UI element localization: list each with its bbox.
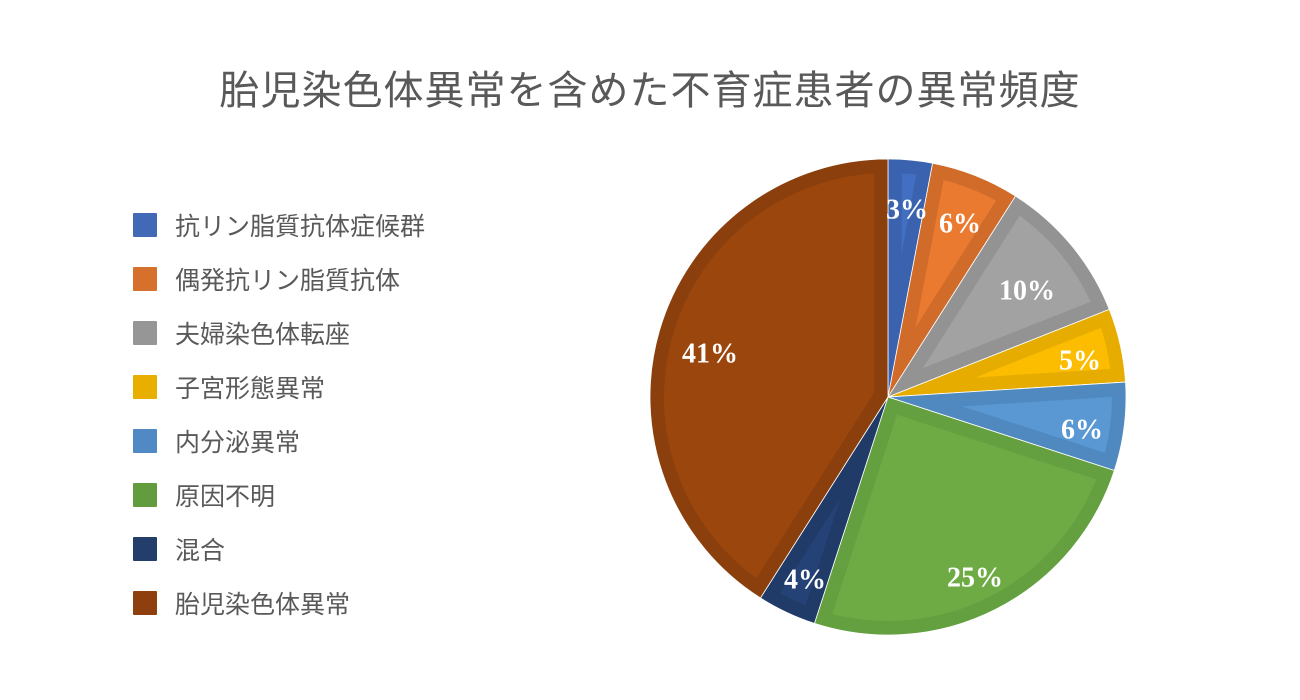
legend-label: 内分泌異常 <box>175 428 301 457</box>
legend-swatch <box>133 321 157 345</box>
legend-item: 混合 <box>133 522 425 576</box>
legend-label: 原因不明 <box>175 482 276 511</box>
pie-slice-fill <box>962 396 1112 453</box>
pie-slices <box>649 158 1127 636</box>
chart-legend: 抗リン脂質抗体症候群 偶発抗リン脂質抗体 夫婦染色体転座 子宮形態異常 内分泌異… <box>133 198 425 630</box>
slice-percent-label: 5% <box>1059 345 1101 376</box>
legend-label: 混合 <box>175 536 226 565</box>
pie-slice-fill <box>922 215 1091 369</box>
pie-slice-fill <box>915 180 996 328</box>
slice-percent-label: 6% <box>939 208 981 239</box>
legend-swatch <box>133 267 157 291</box>
legend-label: 抗リン脂質抗体症候群 <box>175 212 426 241</box>
legend-swatch <box>133 591 157 615</box>
slice-percent-label: 4% <box>784 564 826 595</box>
legend-item: 原因不明 <box>133 468 425 522</box>
pie-slice-fill <box>975 327 1111 378</box>
legend-swatch <box>133 537 157 561</box>
legend-item: 抗リン脂質抗体症候群 <box>133 198 425 252</box>
legend-item: 夫婦染色体転座 <box>133 306 425 360</box>
legend-label: 胎児染色体異常 <box>175 590 351 619</box>
legend-swatch <box>133 375 157 399</box>
legend-item: 子宮形態異常 <box>133 360 425 414</box>
pie-slice-fill <box>832 414 1097 621</box>
legend-swatch <box>133 429 157 453</box>
pie-labels: 3% 6% 10% 5% 6% 25% 4% 41% <box>682 194 1103 595</box>
slice-percent-label: 6% <box>1061 414 1103 445</box>
pie-slice-fill <box>901 173 917 255</box>
legend-item: 内分泌異常 <box>133 414 425 468</box>
legend-label: 偶発抗リン脂質抗体 <box>175 266 401 295</box>
legend-swatch <box>133 483 157 507</box>
slice-percent-label: 25% <box>947 562 1003 593</box>
legend-item: 偶発抗リン脂質抗体 <box>133 252 425 306</box>
slice-percent-label: 41% <box>682 338 738 369</box>
legend-item: 胎児染色体異常 <box>133 576 425 630</box>
legend-label: 夫婦染色体転座 <box>175 320 351 349</box>
legend-label: 子宮形態異常 <box>175 374 326 403</box>
slice-percent-label: 10% <box>999 275 1055 306</box>
pie-slice-fill <box>780 498 841 606</box>
pie-slice-fill <box>664 173 875 579</box>
legend-swatch <box>133 213 157 237</box>
slice-percent-label: 3% <box>886 194 928 225</box>
chart-title: 胎児染色体異常を含めた不育症患者の異常頻度 <box>219 68 1081 114</box>
